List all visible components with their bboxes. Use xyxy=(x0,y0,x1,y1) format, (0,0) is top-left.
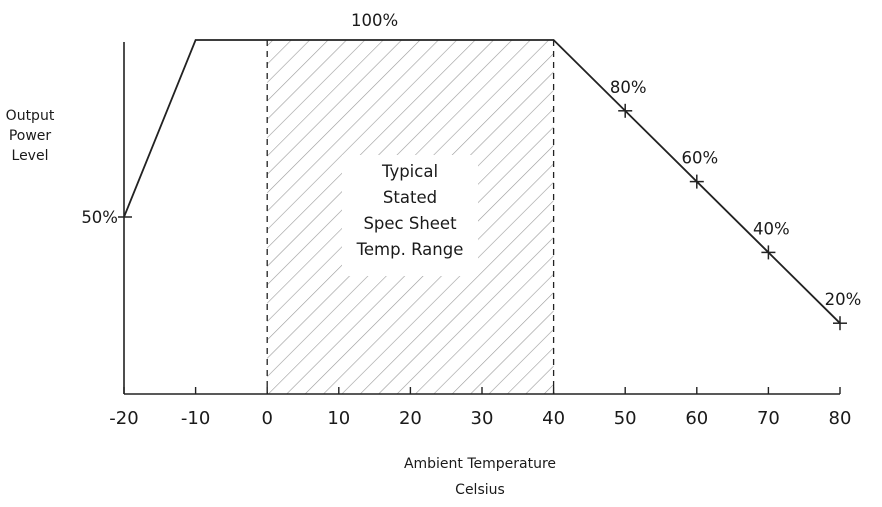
spec-range-label-line-3: Spec Sheet xyxy=(363,214,457,233)
data-point-label: 40% xyxy=(753,219,790,238)
x-tick-label: 10 xyxy=(327,408,350,429)
x-tick-label: 0 xyxy=(261,408,272,429)
x-tick-label: 40 xyxy=(542,408,565,429)
x-axis-label: Ambient Temperature xyxy=(403,456,557,472)
y-axis-label-line-2: Power xyxy=(8,128,52,144)
data-point-label: 50% xyxy=(81,208,118,227)
data-point-label: 20% xyxy=(825,290,862,309)
y-axis-label-line-3: Level xyxy=(11,148,49,164)
data-point-label: 80% xyxy=(610,78,647,97)
data-point-marker xyxy=(833,316,847,331)
x-tick-label: 20 xyxy=(399,408,422,429)
x-tick-label: 50 xyxy=(614,408,637,429)
data-point-label: 60% xyxy=(681,149,718,168)
x-tick-label: 70 xyxy=(757,408,780,429)
spec-range-label-line-1: Typical xyxy=(381,162,439,181)
x-tick-label: 80 xyxy=(829,408,852,429)
x-axis-unit-label: Celsius xyxy=(455,482,505,498)
data-point-marker xyxy=(689,174,704,189)
y-axis-label: Output Power Level xyxy=(0,106,60,166)
spec-range-label-line-4: Temp. Range xyxy=(356,240,464,259)
spec-range-label-box: Typical Stated Spec Sheet Temp. Range xyxy=(342,155,478,276)
spec-range-label-line-2: Stated xyxy=(382,188,438,207)
data-point-marker xyxy=(761,245,776,260)
x-tick-label: -10 xyxy=(181,408,210,429)
data-point-marker xyxy=(618,103,633,118)
x-tick-label: -20 xyxy=(109,408,138,429)
x-tick-label: 30 xyxy=(471,408,494,429)
y-axis-label-line-1: Output xyxy=(5,108,55,124)
data-point-label: 100% xyxy=(351,11,398,30)
x-tick-label: 60 xyxy=(685,408,708,429)
